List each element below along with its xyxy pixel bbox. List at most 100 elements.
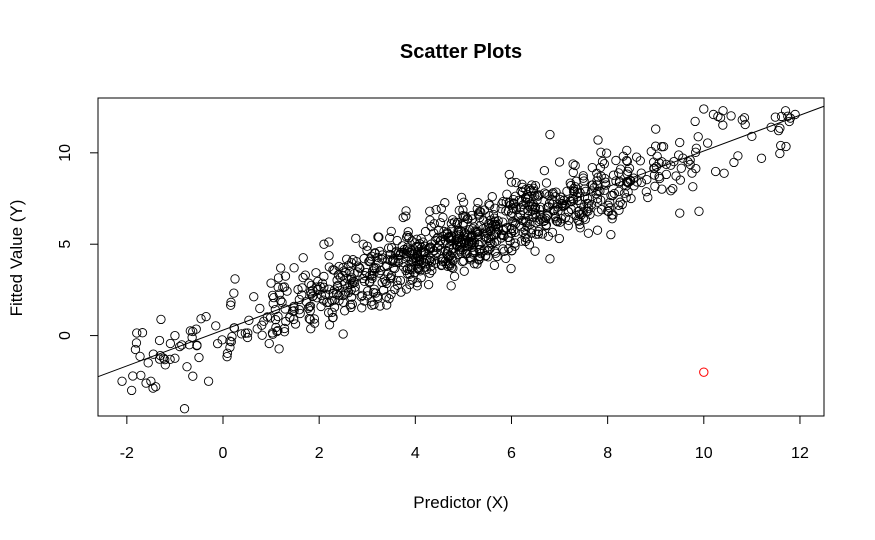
data-point bbox=[225, 342, 235, 353]
data-point bbox=[158, 353, 169, 363]
data-point bbox=[603, 200, 613, 210]
data-point bbox=[518, 199, 529, 210]
x-tick-label: -2 bbox=[120, 445, 134, 462]
data-point bbox=[362, 241, 372, 251]
data-point bbox=[269, 292, 279, 303]
data-point bbox=[319, 282, 329, 292]
data-point bbox=[570, 160, 580, 171]
data-point bbox=[446, 281, 456, 291]
data-point bbox=[690, 116, 700, 127]
data-point bbox=[127, 385, 137, 396]
data-point bbox=[165, 354, 175, 364]
data-point bbox=[307, 285, 318, 295]
data-point bbox=[431, 204, 441, 215]
data-point bbox=[117, 376, 127, 386]
data-point bbox=[303, 303, 314, 313]
data-point bbox=[398, 247, 408, 257]
data-point bbox=[143, 358, 153, 368]
data-point bbox=[510, 219, 521, 229]
data-point bbox=[370, 263, 380, 274]
data-point bbox=[188, 371, 198, 381]
data-point bbox=[338, 329, 348, 339]
data-point bbox=[454, 205, 464, 216]
data-point bbox=[578, 171, 588, 181]
data-point bbox=[192, 340, 202, 350]
data-point bbox=[436, 203, 446, 214]
data-point bbox=[324, 297, 334, 308]
data-point bbox=[403, 227, 413, 237]
data-point bbox=[334, 290, 344, 301]
data-point bbox=[402, 264, 413, 274]
data-point bbox=[297, 283, 307, 293]
data-point bbox=[255, 303, 265, 314]
data-point bbox=[524, 191, 534, 201]
data-point bbox=[141, 378, 151, 388]
data-point bbox=[563, 221, 573, 231]
data-point bbox=[522, 189, 533, 200]
data-point bbox=[386, 243, 397, 253]
data-point bbox=[401, 211, 411, 221]
data-point bbox=[528, 183, 539, 193]
data-point bbox=[353, 261, 363, 271]
data-point bbox=[784, 116, 794, 127]
data-point bbox=[160, 354, 170, 365]
data-point bbox=[650, 181, 660, 191]
data-point bbox=[606, 190, 616, 201]
data-point bbox=[273, 282, 283, 292]
data-point bbox=[338, 297, 348, 307]
data-point bbox=[661, 169, 672, 180]
data-point bbox=[423, 279, 434, 290]
data-point bbox=[305, 306, 315, 316]
data-point bbox=[201, 311, 211, 322]
data-point bbox=[329, 265, 339, 275]
data-point bbox=[281, 316, 291, 327]
data-point bbox=[565, 178, 575, 188]
data-point bbox=[392, 280, 403, 290]
data-point bbox=[719, 168, 729, 178]
data-point bbox=[458, 205, 468, 215]
data-point bbox=[454, 245, 464, 255]
data-point bbox=[435, 236, 445, 246]
data-point bbox=[240, 328, 250, 338]
data-point bbox=[599, 159, 609, 169]
data-point bbox=[298, 253, 308, 263]
data-point bbox=[652, 151, 662, 161]
x-tick-label: 8 bbox=[603, 445, 612, 462]
data-point bbox=[715, 113, 726, 123]
data-point bbox=[621, 181, 631, 191]
data-point bbox=[593, 135, 603, 145]
data-point bbox=[560, 212, 571, 223]
data-point bbox=[279, 327, 290, 337]
data-point bbox=[243, 328, 253, 338]
data-point bbox=[773, 126, 784, 136]
data-point bbox=[575, 219, 585, 230]
data-point bbox=[543, 231, 553, 242]
data-point bbox=[405, 269, 415, 279]
data-point bbox=[674, 150, 684, 160]
data-point bbox=[614, 176, 625, 187]
data-point bbox=[317, 278, 328, 288]
data-point bbox=[377, 254, 387, 265]
data-point bbox=[691, 163, 701, 174]
data-point bbox=[469, 259, 479, 269]
y-axis: 0 5 10 bbox=[57, 144, 99, 340]
data-point bbox=[453, 249, 463, 259]
data-point bbox=[489, 260, 500, 270]
data-point bbox=[435, 218, 446, 228]
data-point bbox=[527, 224, 537, 235]
data-point bbox=[739, 113, 750, 123]
data-point bbox=[311, 268, 321, 278]
data-point bbox=[443, 251, 453, 261]
data-point bbox=[501, 253, 511, 264]
data-point bbox=[472, 259, 482, 269]
data-point bbox=[499, 246, 509, 256]
data-point bbox=[427, 265, 437, 276]
data-point bbox=[132, 328, 142, 338]
data-point bbox=[370, 248, 380, 258]
data-point bbox=[473, 239, 483, 250]
data-point bbox=[509, 225, 519, 236]
data-point bbox=[537, 229, 548, 239]
data-point bbox=[453, 227, 464, 237]
data-point bbox=[367, 251, 377, 261]
data-point bbox=[306, 324, 316, 334]
